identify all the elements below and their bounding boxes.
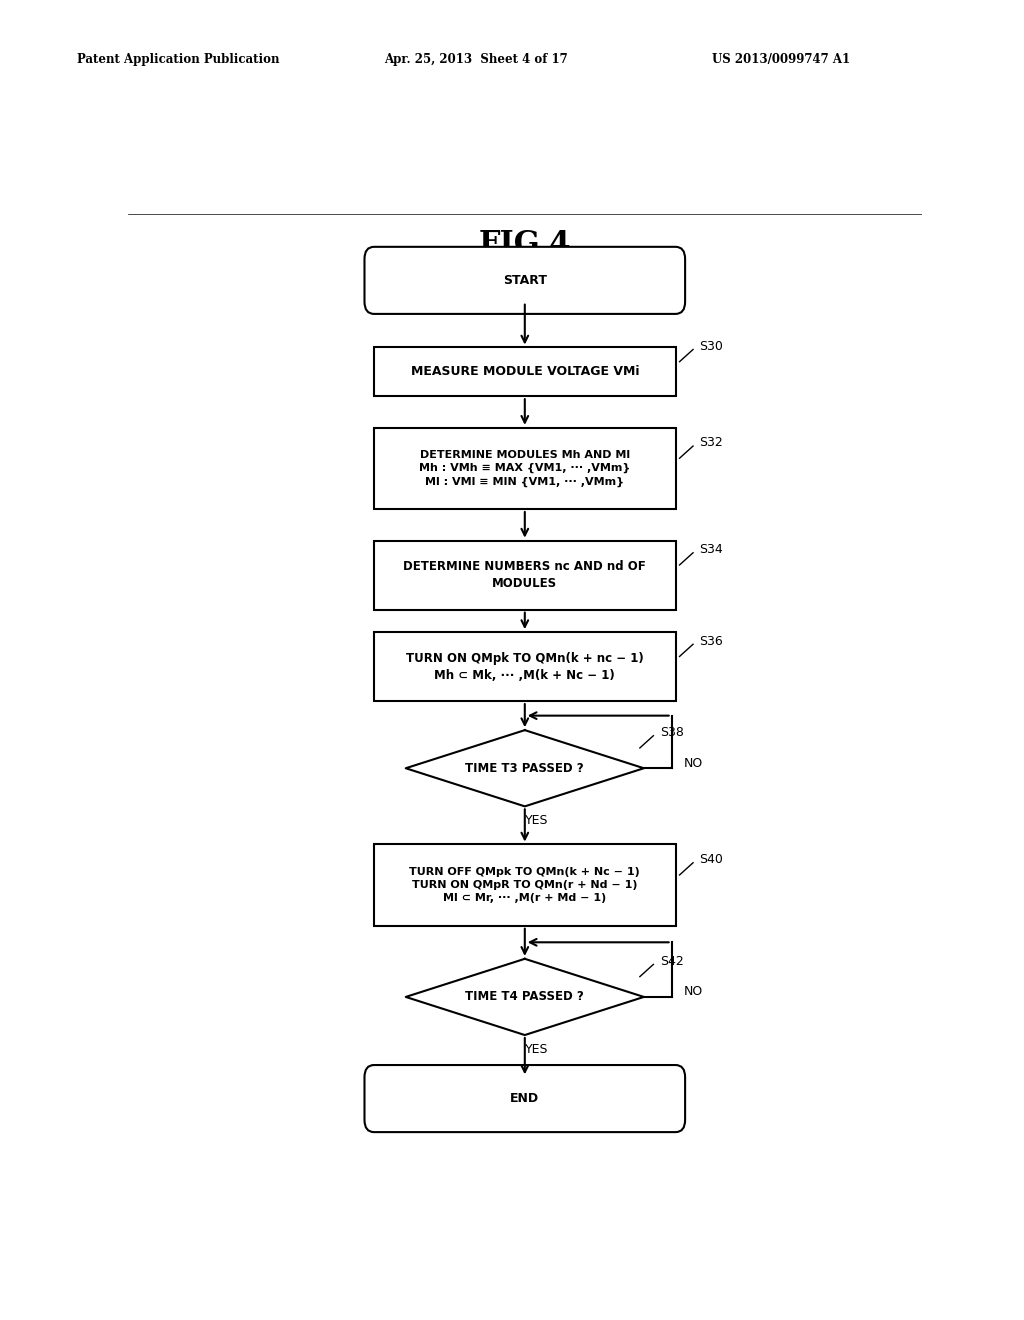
Text: S36: S36 bbox=[699, 635, 723, 648]
Text: S34: S34 bbox=[699, 544, 723, 556]
Text: S38: S38 bbox=[659, 726, 684, 739]
Text: NO: NO bbox=[684, 985, 702, 998]
Text: END: END bbox=[510, 1092, 540, 1105]
Text: US 2013/0099747 A1: US 2013/0099747 A1 bbox=[712, 53, 850, 66]
Text: TIME T3 PASSED ?: TIME T3 PASSED ? bbox=[466, 762, 584, 775]
Bar bbox=[374, 845, 676, 925]
Bar bbox=[374, 428, 676, 510]
Text: FIG.4: FIG.4 bbox=[478, 230, 571, 260]
Text: S42: S42 bbox=[659, 954, 683, 968]
Text: TURN ON QMpk TO QMn(k + nc − 1)
Mh ⊂ Mk, ··· ,M(k + Nc − 1): TURN ON QMpk TO QMn(k + nc − 1) Mh ⊂ Mk,… bbox=[406, 652, 644, 681]
Text: Apr. 25, 2013  Sheet 4 of 17: Apr. 25, 2013 Sheet 4 of 17 bbox=[384, 53, 567, 66]
Text: Patent Application Publication: Patent Application Publication bbox=[77, 53, 280, 66]
Text: MEASURE MODULE VOLTAGE VMi: MEASURE MODULE VOLTAGE VMi bbox=[411, 366, 639, 379]
FancyBboxPatch shape bbox=[365, 1065, 685, 1133]
FancyBboxPatch shape bbox=[365, 247, 685, 314]
Text: START: START bbox=[503, 273, 547, 286]
Polygon shape bbox=[406, 958, 644, 1035]
Text: DETERMINE NUMBERS nc AND nd OF
MODULES: DETERMINE NUMBERS nc AND nd OF MODULES bbox=[403, 560, 646, 590]
Text: TIME T4 PASSED ?: TIME T4 PASSED ? bbox=[466, 990, 584, 1003]
Text: DETERMINE MODULES Mh AND Ml
Mh : VMh ≡ MAX {VM1, ··· ,VMm}
Ml : VMl ≡ MIN {VM1, : DETERMINE MODULES Mh AND Ml Mh : VMh ≡ M… bbox=[419, 450, 631, 487]
Text: YES: YES bbox=[525, 814, 549, 828]
Bar bbox=[374, 632, 676, 701]
Text: TURN OFF QMpk TO QMn(k + Nc − 1)
TURN ON QMpR TO QMn(r + Nd − 1)
Ml ⊂ Mr, ··· ,M: TURN OFF QMpk TO QMn(k + Nc − 1) TURN ON… bbox=[410, 867, 640, 903]
Text: S32: S32 bbox=[699, 437, 723, 450]
Text: S30: S30 bbox=[699, 341, 723, 352]
Bar bbox=[374, 541, 676, 610]
Text: NO: NO bbox=[684, 756, 702, 770]
Bar bbox=[374, 347, 676, 396]
Polygon shape bbox=[406, 730, 644, 807]
Text: S40: S40 bbox=[699, 853, 723, 866]
Text: YES: YES bbox=[525, 1043, 549, 1056]
